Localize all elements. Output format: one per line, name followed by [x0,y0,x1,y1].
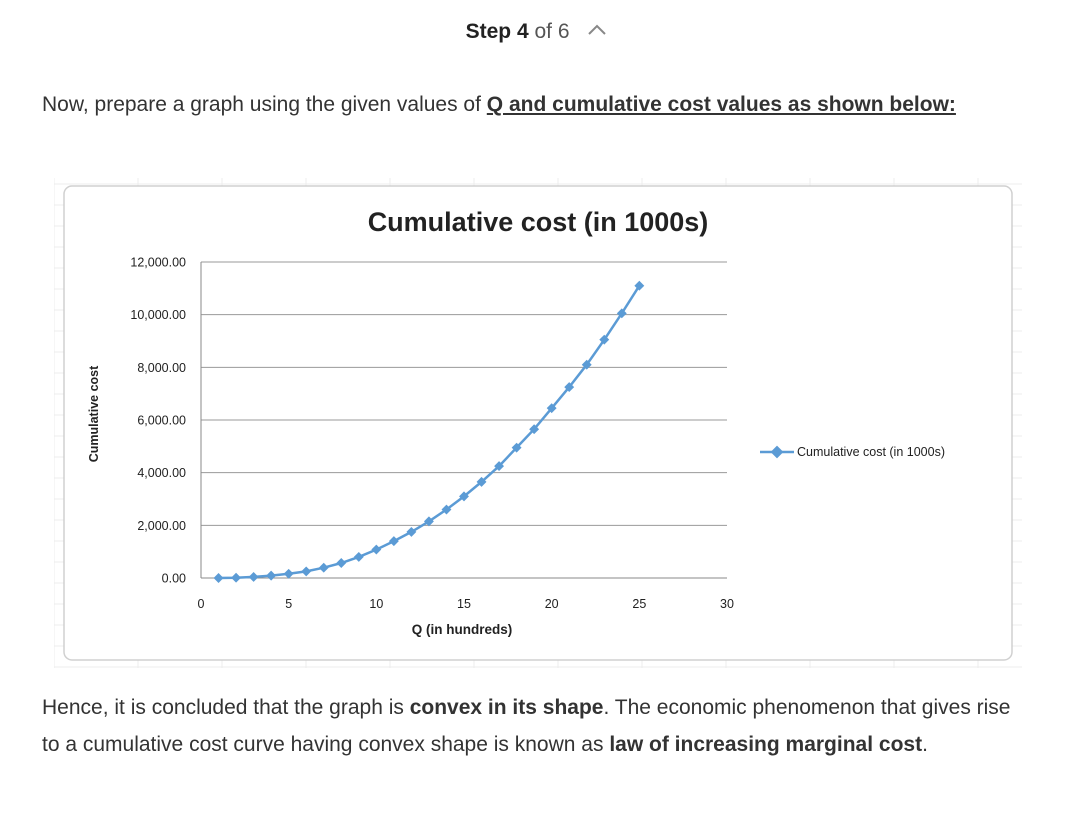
data-point [336,558,347,568]
y-tick-label: 4,000.00 [137,466,186,480]
chart-title: Cumulative cost (in 1000s) [368,207,709,237]
data-point [231,572,242,583]
conclusion-text-2: . The economic phenomenon that gives ris… [42,696,1011,756]
data-point [388,536,399,547]
data-point [213,573,224,583]
data-point [371,544,382,555]
y-tick-label: 10,000.00 [130,308,186,322]
data-point [441,504,452,515]
conclusion-bold-2: law of increasing marginal cost [609,733,923,756]
x-tick-label: 10 [369,597,383,611]
data-point [529,424,540,435]
step-indicator: Step 4 of 6 [0,20,1073,44]
step-of: of [534,20,553,43]
intro-paragraph: Now, prepare a graph using the given val… [42,86,1032,123]
step-total: 6 [557,20,570,43]
y-tick-label: 0.00 [162,572,186,586]
y-tick-label: 12,000.00 [130,256,186,270]
data-point [476,476,487,487]
y-tick-label: 8,000.00 [137,361,186,375]
intro-text: Now, prepare a graph using the given val… [42,93,487,116]
series-points [213,280,645,583]
cumulative-cost-chart: Cumulative cost (in 1000s) 0.00 2,000.00 4… [53,178,1022,668]
x-tick-label: 20 [545,597,559,611]
x-tick-label: 0 [198,597,205,611]
x-tick-label: 5 [285,597,292,611]
intro-emphasis: Q and cumulative cost values as shown be… [486,93,956,116]
step-label: Step [465,20,512,43]
data-point [511,442,522,453]
y-tick-labels: 0.00 2,000.00 4,000.00 6,000.00 8,000.00 10,0… [130,256,186,586]
data-point [353,551,364,562]
conclusion-bold-1: convex in its shape [409,696,604,719]
data-point [266,570,277,581]
data-point [318,562,329,573]
data-point [616,308,627,319]
x-tick-label: 30 [720,597,734,611]
data-point [634,280,645,291]
data-point [248,571,259,582]
x-tick-labels: 0 5 10 15 20 25 30 [198,597,734,611]
data-point [581,359,592,370]
data-point [599,334,610,345]
data-point [564,382,575,393]
x-axis-label: Q (in hundreds) [412,622,513,637]
data-point [423,516,434,527]
conclusion-paragraph: Hence, it is concluded that the graph is… [42,689,1032,763]
chevron-up-icon[interactable] [587,18,607,42]
legend-label: Cumulative cost (in 1000s) [797,445,945,459]
data-point [406,526,417,537]
x-tick-label: 15 [457,597,471,611]
y-axis-label: Cumulative cost [87,365,101,462]
y-tick-label: 2,000.00 [137,519,186,533]
data-point [459,491,469,502]
data-point [494,461,505,472]
data-point [301,566,312,577]
x-tick-label: 25 [632,597,646,611]
step-number: 4 [516,20,529,43]
chart-container: Cumulative cost (in 1000s) 0.00 2,000.00 4… [53,178,1022,668]
y-tick-label: 6,000.00 [137,414,186,428]
data-point [283,568,294,579]
conclusion-text-1: Hence, it is concluded that the graph is [42,696,410,719]
conclusion-text-3: . [922,733,928,756]
